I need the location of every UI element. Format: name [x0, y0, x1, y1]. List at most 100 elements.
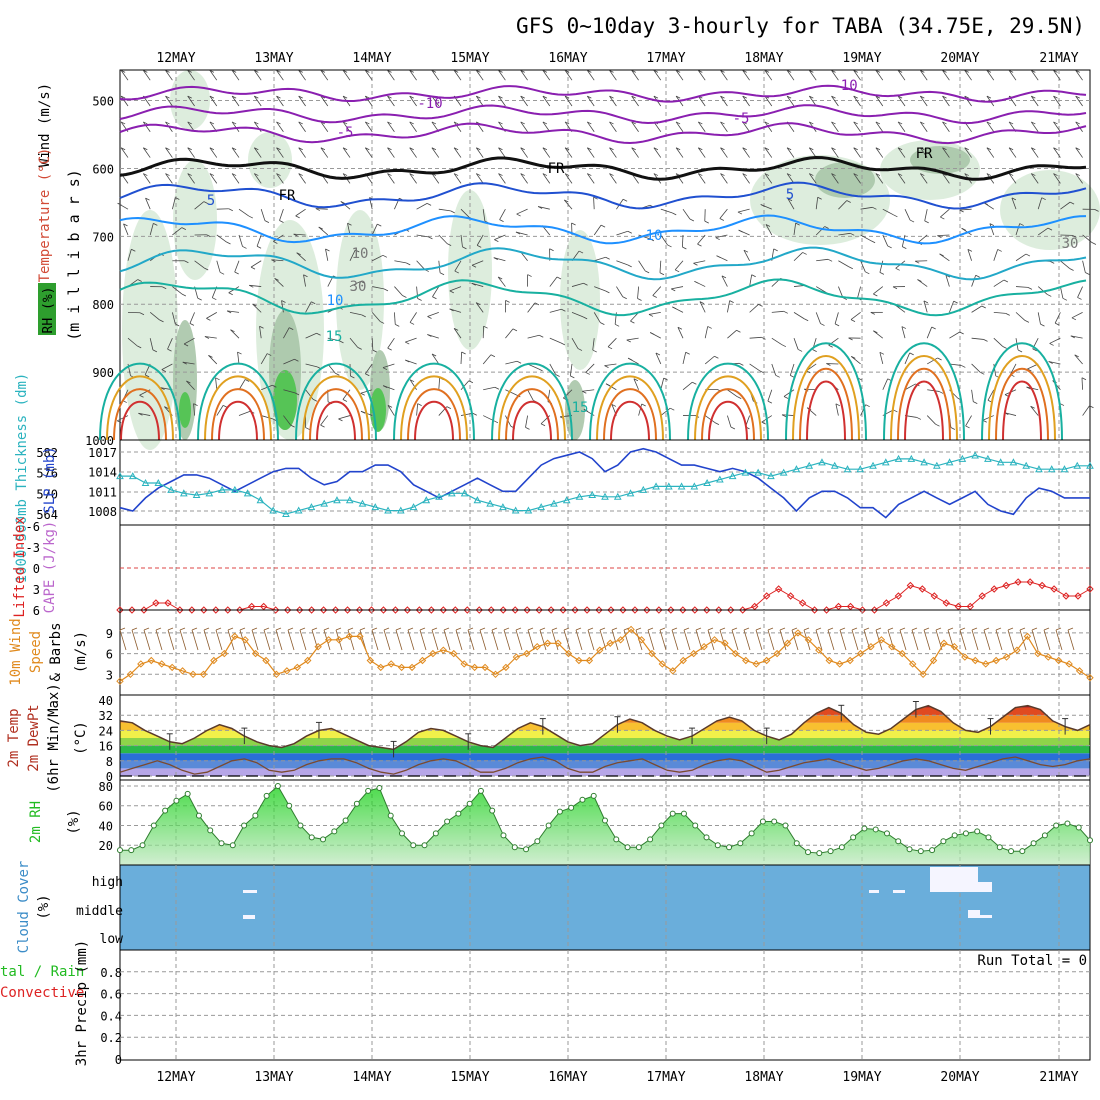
wind-barb-flag: [347, 222, 352, 226]
wind-barb: [387, 121, 395, 133]
wind-barb: [927, 357, 938, 365]
wind-barb: [882, 234, 889, 247]
wind-barb-flag: [850, 232, 855, 236]
lifted-index-line-point: [906, 581, 915, 590]
wind-barb-flag: [453, 147, 459, 151]
rh-line-point: [861, 825, 868, 832]
wind-barb-flag: [609, 121, 614, 125]
wind-barb-flag: [276, 173, 281, 176]
wind-barb-flag: [298, 173, 303, 176]
wind-barb: [505, 389, 517, 396]
wind-barb-10m: [155, 629, 163, 651]
wind-barb-10m: [587, 629, 595, 651]
wind-barb-flag: [786, 95, 792, 99]
wind-barb-flag: [920, 121, 925, 125]
cloud-unit: (%): [36, 894, 52, 919]
contour-loop: [981, 342, 1063, 441]
wind-barb: [120, 147, 129, 158]
wind-label-3: & Barbs: [48, 622, 64, 681]
wind-barb-flag: [427, 334, 432, 337]
wind-barb: [1008, 147, 1017, 158]
wind-barb: [493, 257, 506, 262]
wind-barb-flag: [787, 198, 793, 202]
wind-barb-flag: [276, 121, 281, 125]
wind-barb: [594, 286, 606, 292]
temp-band: [120, 715, 1090, 723]
wind-barb-flag: [937, 235, 942, 238]
contour-loop: [589, 362, 671, 441]
contour-loop: [701, 388, 755, 441]
wind-barb: [1053, 147, 1061, 158]
rh-line-point: [680, 810, 687, 817]
wind-barb: [1053, 95, 1061, 107]
wind-barb: [586, 95, 595, 107]
wind-barb: [187, 95, 195, 107]
wind-barb: [372, 254, 384, 262]
wind-barb-flag: [865, 271, 870, 275]
wind-barb: [460, 234, 463, 247]
li-tick: 0: [33, 562, 40, 576]
wind-barb: [416, 260, 426, 270]
temp-band: [120, 705, 1090, 708]
thickness-line-point: [396, 506, 405, 514]
wind-barb-flag: [1017, 349, 1023, 353]
rh-line-point: [466, 800, 473, 807]
wind-speed-line-point: [752, 660, 760, 668]
lifted-index-line-point: [786, 592, 795, 600]
lifted-index-line-point: [259, 602, 268, 611]
wind-barb: [721, 275, 728, 287]
wind-speed-line-point: [251, 649, 260, 658]
wind-barb-10m-flag: [767, 627, 774, 631]
wind-barb: [231, 121, 240, 133]
wind-barb-10m: [551, 629, 559, 651]
wind-barb: [165, 95, 173, 107]
wind-barb-flag: [870, 240, 876, 244]
temperature-label: Temperature (°C): [37, 148, 53, 283]
wind-barb: [986, 70, 995, 81]
wind-barb-flag: [759, 370, 764, 374]
wind-barb: [394, 260, 407, 264]
wind-barb: [697, 95, 706, 107]
wind-barb: [231, 173, 240, 184]
wind-speed-line-point: [898, 649, 906, 658]
wind-barb-flag: [892, 286, 898, 290]
rh-line-point: [962, 830, 969, 837]
wind-barb-10m: [1067, 629, 1075, 651]
wind-barb: [208, 355, 218, 365]
wind-barb: [1008, 70, 1017, 81]
contour-loop: [505, 388, 559, 441]
wind-barb: [838, 286, 844, 298]
contour-loop: [400, 375, 468, 441]
wind-barb-flag: [820, 323, 825, 326]
wind-barb: [660, 208, 673, 214]
wind-speed-line-point: [627, 625, 635, 634]
wind-barb: [697, 147, 706, 158]
wind-barb: [320, 147, 329, 158]
wind-barb: [815, 286, 827, 294]
wind-barb: [305, 301, 312, 313]
wind-barb: [527, 363, 539, 370]
thickness-line-point: [907, 454, 916, 462]
wind-barb: [607, 337, 617, 348]
rh-line-point: [906, 846, 913, 853]
wind-barb-10m-flag: [383, 627, 390, 631]
wind-barb: [719, 208, 728, 219]
wind-barb-10m: [119, 629, 127, 651]
contour-label: 30: [350, 279, 367, 295]
wind-barb-flag: [964, 69, 969, 73]
wind-barb-flag: [585, 372, 590, 375]
wind-barb-10m-flag: [311, 627, 318, 631]
wind-barb-flag: [564, 173, 570, 176]
thickness-line-point: [537, 503, 546, 511]
thickness-line-point: [192, 491, 201, 499]
wind-barb: [342, 147, 351, 158]
rh-line-point: [917, 848, 924, 855]
thickness-line-point: [894, 454, 903, 462]
wind-barb-flag: [614, 323, 620, 327]
wind-barb: [897, 121, 906, 133]
contour-label: FR: [916, 146, 933, 162]
wind-barb-10m-flag: [563, 627, 570, 631]
wind-barb-10m-flag: [719, 627, 726, 631]
wind-barb: [993, 311, 1006, 314]
wind-barb-flag: [604, 365, 609, 368]
